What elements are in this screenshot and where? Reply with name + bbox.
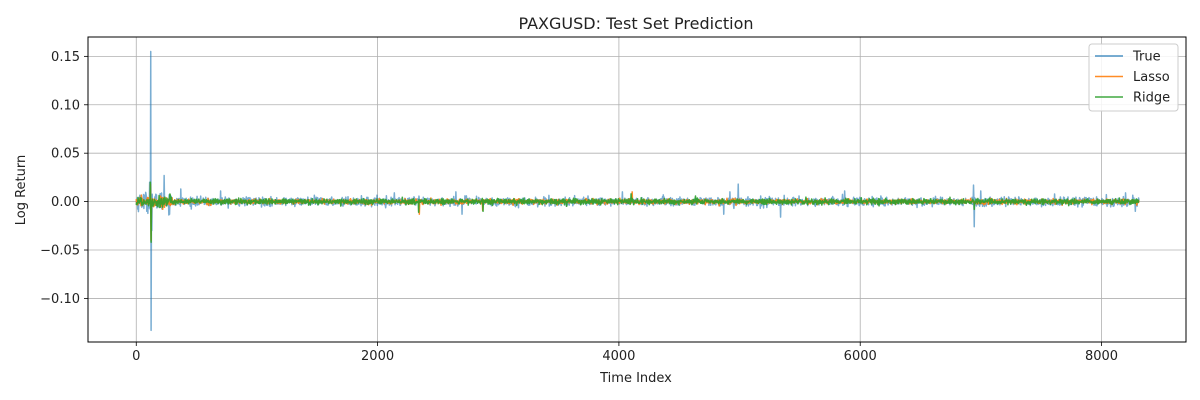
- y-tick-label: 0.05: [51, 147, 80, 162]
- y-tick-label: −0.10: [40, 292, 80, 307]
- y-axis-label: Log Return: [14, 155, 29, 226]
- y-tick-label: −0.05: [40, 244, 80, 259]
- y-axis: −0.10 −0.05 0.00 0.05 0.10 0.15: [40, 50, 88, 307]
- y-tick-label: 0.15: [51, 50, 80, 65]
- legend-label-lasso: Lasso: [1133, 70, 1170, 85]
- legend-box: [1088, 43, 1179, 112]
- x-axis: 0 2000 4000 6000 8000: [132, 342, 1118, 364]
- series-line-ridge: [135, 181, 1140, 244]
- legend-label-ridge: Ridge: [1133, 91, 1170, 106]
- y-tick-label: 0.00: [51, 195, 80, 210]
- chart-title: PAXGUSD: Test Set Prediction: [518, 14, 753, 33]
- series-layer: [135, 50, 1140, 332]
- x-tick-label: 6000: [844, 349, 877, 364]
- plot-frame: [87, 36, 1187, 343]
- x-axis-label: Time Index: [599, 371, 672, 386]
- x-tick-label: 4000: [602, 349, 635, 364]
- x-tick-label: 2000: [361, 349, 394, 364]
- x-tick-label: 0: [132, 349, 140, 364]
- legend-label-true: True: [1132, 50, 1161, 65]
- legend: True Lasso Ridge: [1088, 43, 1179, 112]
- y-tick-label: 0.10: [51, 98, 80, 113]
- x-tick-label: 8000: [1085, 349, 1118, 364]
